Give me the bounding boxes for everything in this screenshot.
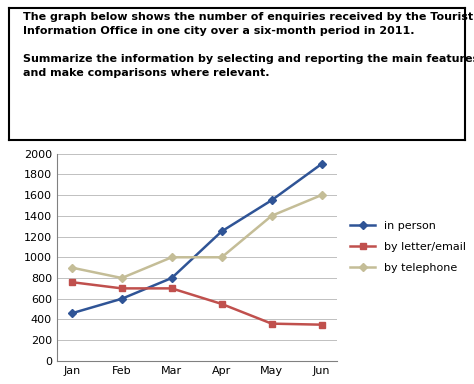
Line: by telephone: by telephone — [69, 192, 325, 281]
by letter/email — [269, 321, 274, 326]
by letter/email — [169, 286, 174, 291]
by letter/email — [119, 286, 125, 291]
in person — [319, 162, 324, 166]
Text: The graph below shows the number of enquiries received by the Tourist
Informatio: The graph below shows the number of enqu… — [23, 12, 474, 78]
in person — [169, 276, 174, 280]
by telephone — [219, 255, 225, 260]
by telephone — [169, 255, 174, 260]
by letter/email — [219, 302, 225, 306]
Line: by letter/email: by letter/email — [69, 279, 325, 328]
in person — [119, 296, 125, 301]
by telephone — [119, 276, 125, 280]
by telephone — [69, 265, 75, 270]
Legend: in person, by letter/email, by telephone: in person, by letter/email, by telephone — [350, 221, 466, 273]
by telephone — [319, 193, 324, 197]
by telephone — [269, 214, 274, 218]
Line: in person: in person — [69, 161, 325, 316]
in person — [219, 229, 225, 233]
in person — [269, 198, 274, 203]
by letter/email — [319, 322, 324, 327]
in person — [69, 311, 75, 316]
by letter/email — [69, 280, 75, 285]
